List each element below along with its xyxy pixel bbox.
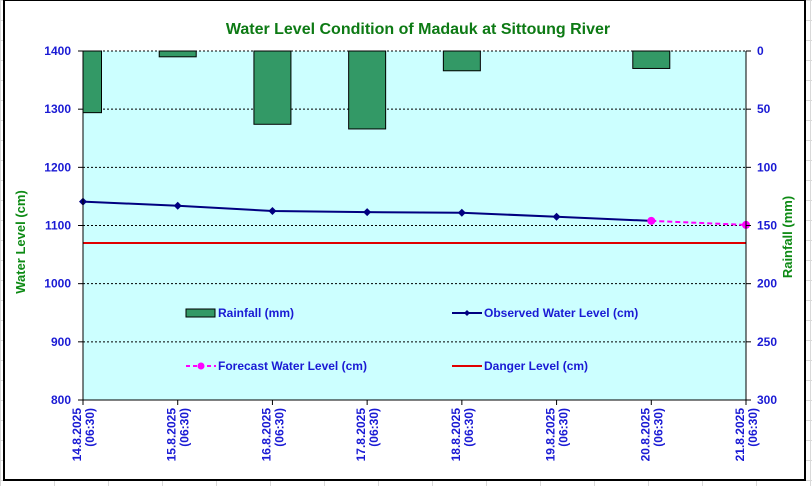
plot-area (83, 51, 746, 400)
x-tick-time: (06:30) (178, 408, 192, 447)
x-axis-ticks: 14.8.2025 (06:30) 15.8.2025 (06:30) 16.8.202… (70, 400, 760, 461)
y2-tick-label: 50 (757, 102, 771, 116)
chart-title: Water Level Condition of Madauk at Sitto… (226, 21, 610, 38)
y2-tick-label: 150 (757, 219, 777, 233)
x-tick-time: (06:30) (367, 408, 381, 447)
x-tick-date: 14.8.2025 (70, 408, 84, 462)
rainfall-bar (158, 50, 197, 58)
observed-point (363, 208, 372, 217)
rainfall-bar (632, 50, 671, 69)
x-tick-date: 21.8.2025 (733, 408, 747, 462)
x-tick-date: 20.8.2025 (638, 408, 652, 462)
rainfall-bars (82, 50, 671, 130)
x-tick-date: 17.8.2025 (354, 408, 368, 462)
y-tick-label: 1100 (45, 219, 71, 233)
x-tick-date: 15.8.2025 (165, 408, 179, 462)
y2-tick-label: 0 (757, 44, 764, 58)
y-axis-ticks: 1400 1300 1200 1100 1000 900 800 (44, 44, 83, 407)
x-tick-time: (06:30) (651, 408, 665, 447)
y2-tick-label: 300 (757, 393, 777, 407)
y-tick-label: 1400 (44, 44, 71, 58)
x-tick-time: (06:30) (557, 408, 571, 447)
observed-point (173, 201, 182, 210)
legend-marker-forecast (197, 362, 205, 370)
x-tick-date: 18.8.2025 (449, 408, 463, 462)
rainfall-bar (442, 50, 481, 72)
forecast-point (647, 216, 656, 225)
x-tick-time: (06:30) (272, 408, 286, 447)
legend-label: Observed Water Level (cm) (484, 306, 638, 320)
y2-axis-ticks: 0 50 100 150 200 250 300 (746, 44, 777, 407)
x-tick-date: 16.8.2025 (259, 408, 273, 462)
x-tick-time: (06:30) (83, 408, 97, 447)
y-tick-label: 900 (51, 335, 71, 349)
observed-point (552, 212, 561, 221)
legend-label: Danger Level (cm) (484, 359, 588, 373)
legend-swatch-rainfall (185, 308, 216, 318)
legend-label: Forecast Water Level (cm) (218, 359, 367, 373)
y-tick-label: 1300 (44, 102, 71, 116)
rainfall-bar (348, 50, 387, 130)
rainfall-bar (82, 50, 102, 114)
y-axis-title: Water Level (cm) (13, 190, 28, 294)
series-lines (79, 197, 750, 244)
observed-point (268, 206, 277, 215)
y-tick-label: 1200 (44, 160, 71, 174)
legend: Rainfall (mm) Observed Water Level (cm) Fo… (185, 306, 638, 373)
y2-tick-label: 200 (757, 277, 777, 291)
x-tick-time: (06:30) (462, 408, 476, 447)
x-tick-date: 19.8.2025 (544, 408, 558, 462)
y2-tick-label: 100 (757, 160, 777, 174)
observed-point (457, 208, 466, 217)
y-tick-label: 800 (51, 393, 71, 407)
y2-tick-label: 250 (757, 335, 777, 349)
y-tick-label: 1000 (44, 277, 71, 291)
rainfall-bar (253, 50, 292, 125)
legend-label: Rainfall (mm) (218, 306, 294, 320)
y2-axis-title: Rainfall (mm) (780, 196, 795, 278)
legend-marker-observed (464, 310, 470, 316)
x-tick-time: (06:30) (746, 408, 760, 447)
